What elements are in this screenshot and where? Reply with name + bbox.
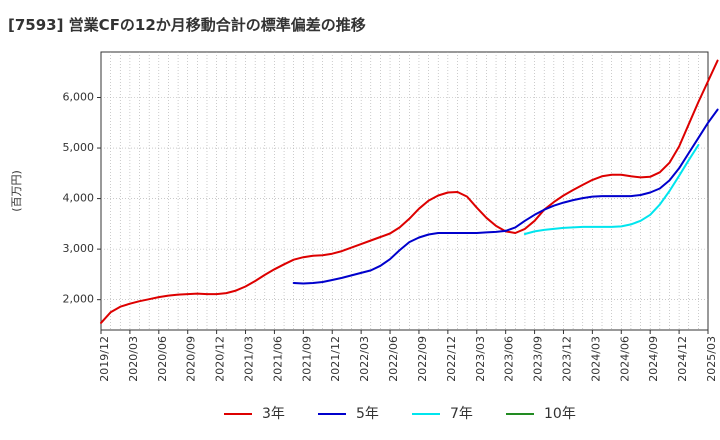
grid-lines	[101, 52, 708, 330]
series-line	[292, 108, 719, 285]
plot-area	[100, 51, 709, 331]
legend-label: 3年	[262, 406, 285, 422]
legend-label: 5年	[356, 406, 379, 422]
y-tick-label: 4,000	[63, 192, 95, 205]
x-tick-label: 2019/12	[98, 336, 111, 382]
x-tick-label: 2024/06	[618, 336, 631, 382]
x-tick-label: 2021/12	[329, 336, 342, 382]
x-tick-label: 2023/12	[560, 336, 573, 382]
y-axis-label: (百万円)	[10, 170, 23, 212]
series-lines	[100, 59, 719, 324]
x-tick-label: 2020/12	[214, 336, 227, 382]
series-line	[100, 59, 719, 324]
y-tick-label: 2,000	[63, 293, 95, 306]
x-tick-label: 2022/09	[416, 336, 429, 382]
y-axis: 2,000 3,000 4,000 5,000 6,000	[63, 90, 101, 306]
x-tick-label: 2025/03	[705, 336, 718, 382]
legend-label: 10年	[544, 406, 576, 422]
x-tick-label: 2024/12	[676, 336, 689, 382]
x-tick-label: 2022/12	[445, 336, 458, 382]
y-tick-label: 6,000	[63, 90, 95, 103]
x-axis: 2019/12 2020/03 2020/06 2020/09 2020/12 2021/…	[98, 330, 718, 382]
x-tick-label: 2020/09	[185, 336, 198, 382]
chart-title: [7593] 営業CFの12か月移動合計の標準偏差の推移	[8, 16, 366, 34]
legend: 3年 5年 7年 10年	[224, 406, 576, 422]
x-tick-label: 2024/09	[647, 336, 660, 382]
x-tick-label: 2023/09	[532, 336, 545, 382]
x-tick-label: 2022/06	[387, 336, 400, 382]
x-tick-label: 2023/06	[503, 336, 516, 382]
y-tick-label: 5,000	[63, 141, 95, 154]
x-tick-label: 2021/09	[300, 336, 313, 382]
x-tick-label: 2022/03	[358, 336, 371, 382]
x-tick-label: 2021/06	[271, 336, 284, 382]
x-tick-label: 2020/03	[127, 336, 140, 382]
legend-label: 7年	[450, 406, 473, 422]
y-tick-label: 3,000	[63, 242, 95, 255]
series-line	[523, 144, 700, 235]
x-tick-label: 2020/06	[156, 336, 169, 382]
x-tick-label: 2023/03	[474, 336, 487, 382]
x-tick-label: 2021/03	[243, 336, 256, 382]
x-tick-label: 2024/03	[589, 336, 602, 382]
